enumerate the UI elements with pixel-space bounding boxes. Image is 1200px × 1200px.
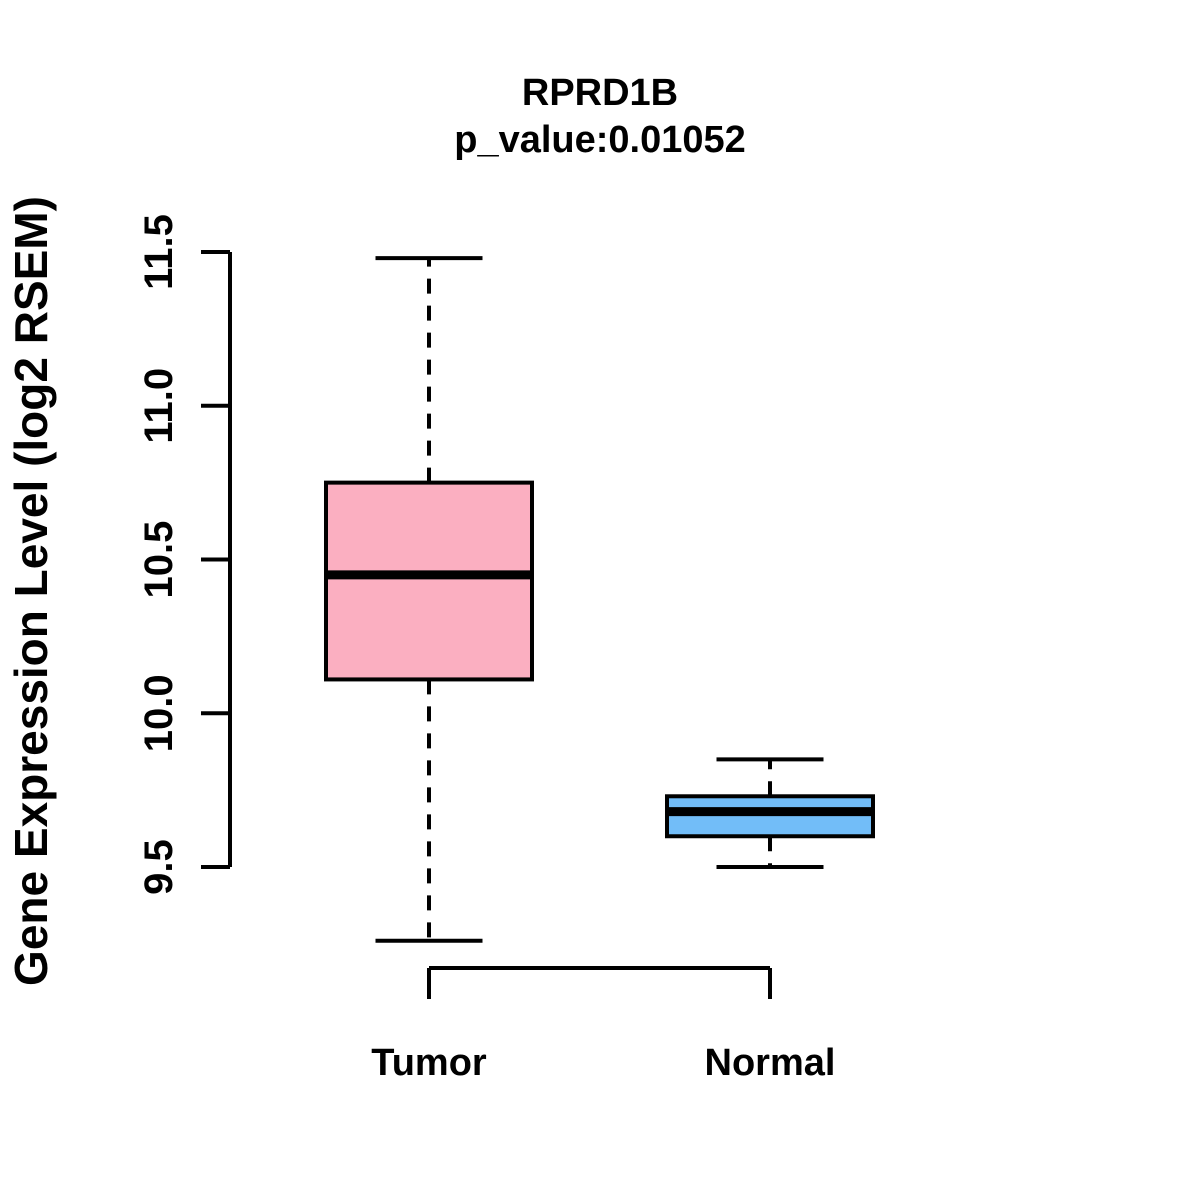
chart-title: RPRD1B [522, 72, 678, 114]
category-label-tumor: Tumor [371, 1042, 487, 1084]
y-axis-tick-label: 9.5 [137, 839, 181, 895]
chart-subtitle: p_value:0.01052 [454, 119, 746, 161]
y-axis-tick-label: 11.0 [137, 368, 181, 444]
boxplot-boxes [324, 256, 875, 943]
y-axis-tick-label: 10.5 [137, 521, 181, 599]
y-axis-label: Gene Expression Level (log2 RSEM) [5, 196, 57, 986]
category-labels: Tumor Normal [371, 1042, 835, 1084]
boxplot-normal [665, 757, 875, 869]
y-axis-tick-label: 11.5 [137, 214, 181, 290]
category-label-normal: Normal [705, 1042, 836, 1084]
y-axis: 9.5 10.0 10.5 11.0 11.5 [137, 214, 232, 895]
x-axis [427, 966, 772, 999]
y-axis-tick-label: 10.0 [137, 674, 181, 752]
iqr-box-tumor [324, 480, 534, 682]
boxplot-tumor [324, 256, 534, 943]
iqr-box-normal [665, 794, 875, 839]
